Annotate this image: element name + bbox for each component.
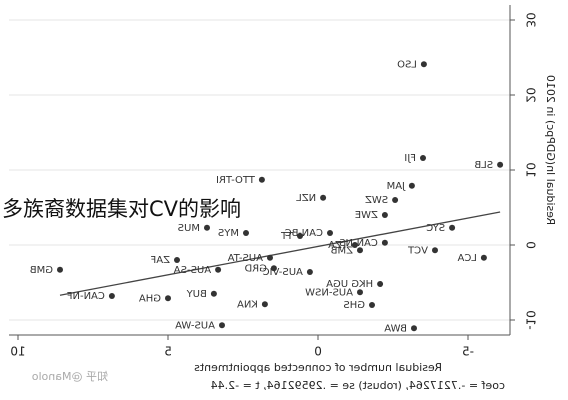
point (210, 290, 217, 297)
point (165, 295, 171, 302)
point-label: CAN-BC (285, 228, 323, 239)
y-tick-label: 0 (524, 241, 538, 249)
point (420, 155, 426, 161)
x-tick-label: 5 (164, 345, 172, 359)
point-label: LSO (397, 59, 417, 70)
point-label: AUS-NSW (305, 287, 353, 298)
point (381, 239, 388, 246)
point (381, 212, 388, 218)
point-label: SLB (474, 160, 493, 171)
point-label: AUS-WA (175, 320, 215, 331)
point (57, 266, 63, 273)
point-label: AUS-SA (173, 265, 211, 276)
point-label: HKG UGA (326, 279, 373, 290)
x-axis-label: Residual number of connected appointment… (194, 361, 442, 374)
fit-line (59, 211, 501, 296)
point-label: JAM (387, 181, 406, 192)
point (267, 254, 273, 261)
point-label: GHA (139, 293, 161, 304)
point-label: TTO-TRI (216, 175, 256, 186)
point (497, 161, 504, 168)
point (480, 254, 487, 261)
point-label: TT (280, 231, 294, 242)
y-tick-label: 30 (524, 12, 538, 27)
point (270, 265, 277, 272)
y-tick-label: 10 (524, 162, 538, 177)
point (204, 224, 210, 231)
point-label: MUS (178, 223, 200, 234)
point (297, 233, 303, 239)
point-label: ZWE (355, 210, 378, 221)
point-label: LCA (457, 253, 477, 264)
point (377, 281, 384, 287)
point (258, 176, 265, 183)
point (408, 182, 415, 189)
point (174, 257, 180, 263)
point-label: SWZ (365, 195, 388, 206)
x-tick-label: 0 (314, 345, 322, 359)
note: coef = -.7217264, (robust) se = .2959216… (211, 379, 505, 392)
point-label: SYC (426, 223, 445, 234)
point-label: GRD (244, 263, 267, 274)
point (432, 247, 438, 254)
point (320, 194, 327, 201)
point-label: ZAF (150, 255, 170, 266)
point-label: CAN-NS (339, 238, 378, 249)
point (243, 230, 249, 236)
point-label: NZL (296, 193, 316, 204)
point (449, 224, 456, 231)
y-tick-label: 20 (524, 87, 538, 102)
point (219, 322, 225, 329)
point (357, 289, 363, 296)
point-label: GHS (343, 300, 365, 311)
point-label: MYS (218, 228, 239, 239)
point-label: GMB (30, 265, 53, 276)
point (411, 325, 417, 332)
point (357, 247, 363, 254)
mirrored-chart: -10 0 10 20 30 10 5 0 -5 Residual ln(GDPpc) in 20… (9, 5, 557, 392)
point-label: VCT (407, 245, 428, 256)
point-label: KNA (237, 299, 258, 310)
y-axis-label: Residual ln(GDPpc) in 2010 (544, 75, 557, 225)
point (369, 302, 375, 308)
point (108, 293, 115, 299)
point (351, 242, 358, 248)
point (261, 301, 268, 308)
point-label: AUS-TA (227, 253, 263, 264)
y-tick-label: -10 (524, 310, 538, 330)
point-label: CAN-NF (67, 291, 105, 302)
point (215, 266, 222, 273)
point-label: ZMB (331, 245, 353, 256)
point-label: BWA (384, 323, 407, 334)
point (420, 61, 427, 68)
point-label: TZA (328, 240, 349, 251)
point (392, 197, 399, 203)
point-label: BUY (186, 289, 207, 300)
point (306, 269, 313, 275)
point-label: AUS-VIC (263, 267, 303, 278)
x-tick-label: -5 (462, 345, 474, 359)
point-label: FJI (404, 153, 416, 164)
watermark: 知乎 @Manolo (32, 369, 108, 383)
caption: 多族裔数据集对CV的影响 (2, 197, 241, 221)
point (327, 230, 333, 236)
x-tick-label: 10 (10, 345, 25, 359)
